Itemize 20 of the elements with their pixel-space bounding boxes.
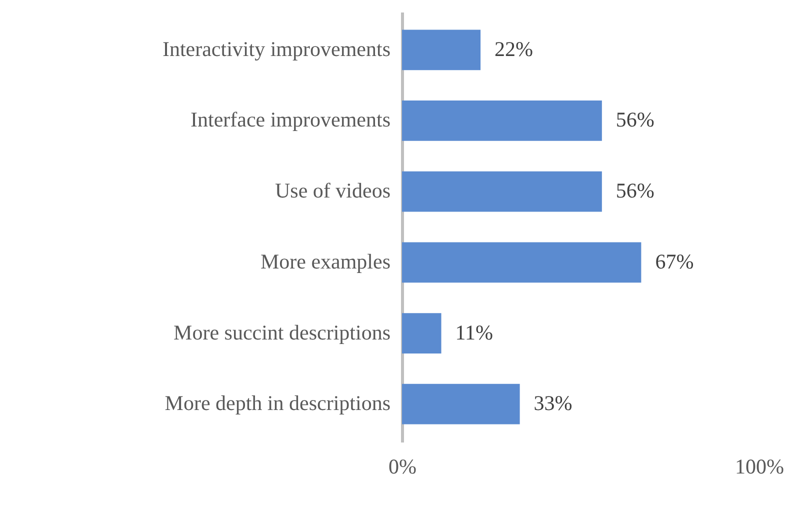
y-tick-label: Interactivity improvements — [162, 36, 390, 61]
bar — [402, 171, 602, 212]
bar — [402, 242, 642, 283]
y-tick-label: More depth in descriptions — [164, 391, 390, 416]
data-label: 56% — [616, 178, 654, 203]
data-label: 22% — [494, 36, 534, 61]
bar — [402, 30, 481, 70]
data-label: 11% — [455, 320, 493, 344]
y-tick-label: More examples — [260, 249, 390, 274]
x-tick-label: 100% — [735, 454, 784, 478]
bar — [402, 313, 442, 354]
y-tick-label: Interface improvements — [190, 108, 390, 132]
bar — [402, 100, 602, 141]
bar — [402, 384, 520, 424]
y-tick-label: Use of videos — [275, 178, 390, 203]
data-label: 67% — [655, 249, 694, 274]
data-label: 33% — [534, 391, 572, 416]
x-tick-label: 0% — [388, 454, 416, 478]
y-tick-label: More succint descriptions — [174, 320, 390, 344]
data-label: 56% — [616, 108, 654, 132]
